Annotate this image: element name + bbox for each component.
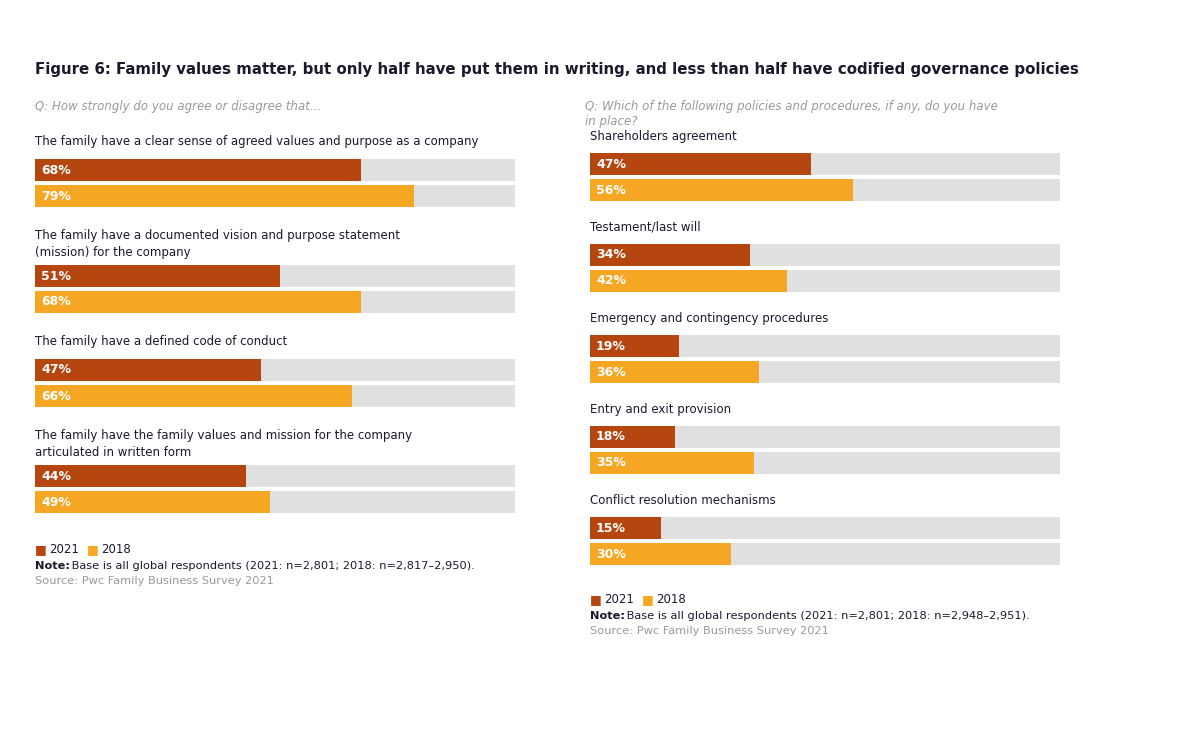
Text: Entry and exit provision: Entry and exit provision	[590, 403, 731, 416]
Text: Note:: Note:	[590, 611, 625, 621]
Text: ■: ■	[88, 543, 98, 556]
Text: The family have a documented vision and purpose statement
(mission) for the comp: The family have a documented vision and …	[35, 229, 400, 259]
Text: ■: ■	[590, 593, 601, 606]
Text: 42%: 42%	[596, 274, 626, 287]
Text: 47%: 47%	[596, 158, 626, 170]
Text: Q: How strongly do you agree or disagree that...: Q: How strongly do you agree or disagree…	[35, 100, 322, 113]
Text: 30%: 30%	[596, 548, 626, 560]
Text: 56%: 56%	[596, 184, 626, 196]
Text: Source: Pwc Family Business Survey 2021: Source: Pwc Family Business Survey 2021	[35, 576, 274, 586]
Text: 2018: 2018	[101, 543, 131, 556]
Text: 2021: 2021	[49, 543, 79, 556]
Text: 2021: 2021	[604, 593, 634, 606]
Text: Base is all global respondents (2021: n=2,801; 2018: n=2,817–2,950).: Base is all global respondents (2021: n=…	[68, 561, 475, 571]
Text: 44%: 44%	[41, 470, 71, 482]
Text: 18%: 18%	[596, 430, 626, 443]
Text: 35%: 35%	[596, 457, 626, 470]
Text: Base is all global respondents (2021: n=2,801; 2018: n=2,948–2,951).: Base is all global respondents (2021: n=…	[623, 611, 1030, 621]
Text: 68%: 68%	[41, 296, 71, 308]
Text: 66%: 66%	[41, 389, 71, 403]
Text: 15%: 15%	[596, 521, 626, 535]
Text: 51%: 51%	[41, 269, 71, 283]
Text: Note:: Note:	[35, 561, 70, 571]
Text: 34%: 34%	[596, 248, 626, 262]
Text: Conflict resolution mechanisms: Conflict resolution mechanisms	[590, 494, 775, 507]
Text: The family have a defined code of conduct: The family have a defined code of conduc…	[35, 335, 287, 348]
Text: Emergency and contingency procedures: Emergency and contingency procedures	[590, 312, 828, 325]
Text: 47%: 47%	[41, 364, 71, 376]
Text: Figure 6: Family values matter, but only half have put them in writing, and less: Figure 6: Family values matter, but only…	[35, 62, 1079, 77]
Text: The family have the family values and mission for the company
articulated in wri: The family have the family values and mi…	[35, 429, 412, 459]
Text: Q: Which of the following policies and procedures, if any, do you have
in place?: Q: Which of the following policies and p…	[586, 100, 998, 128]
Text: 68%: 68%	[41, 164, 71, 176]
Text: 36%: 36%	[596, 365, 625, 379]
Text: The family have a clear sense of agreed values and purpose as a company: The family have a clear sense of agreed …	[35, 135, 479, 148]
Text: Source: Pwc Family Business Survey 2021: Source: Pwc Family Business Survey 2021	[590, 626, 829, 636]
Text: Shareholders agreement: Shareholders agreement	[590, 130, 737, 143]
Text: 49%: 49%	[41, 496, 71, 508]
Text: ■: ■	[642, 593, 654, 606]
Text: 19%: 19%	[596, 340, 626, 352]
Text: 79%: 79%	[41, 190, 71, 202]
Text: ■: ■	[35, 543, 47, 556]
Text: 2018: 2018	[656, 593, 685, 606]
Text: Testament/last will: Testament/last will	[590, 221, 701, 234]
